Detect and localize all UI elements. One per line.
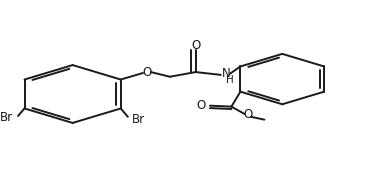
Text: Br: Br — [0, 111, 13, 124]
Text: O: O — [243, 108, 252, 121]
Text: O: O — [142, 66, 151, 79]
Text: H: H — [226, 75, 234, 86]
Text: Br: Br — [132, 113, 145, 126]
Text: O: O — [196, 99, 206, 112]
Text: N: N — [222, 67, 231, 80]
Text: O: O — [192, 39, 201, 52]
